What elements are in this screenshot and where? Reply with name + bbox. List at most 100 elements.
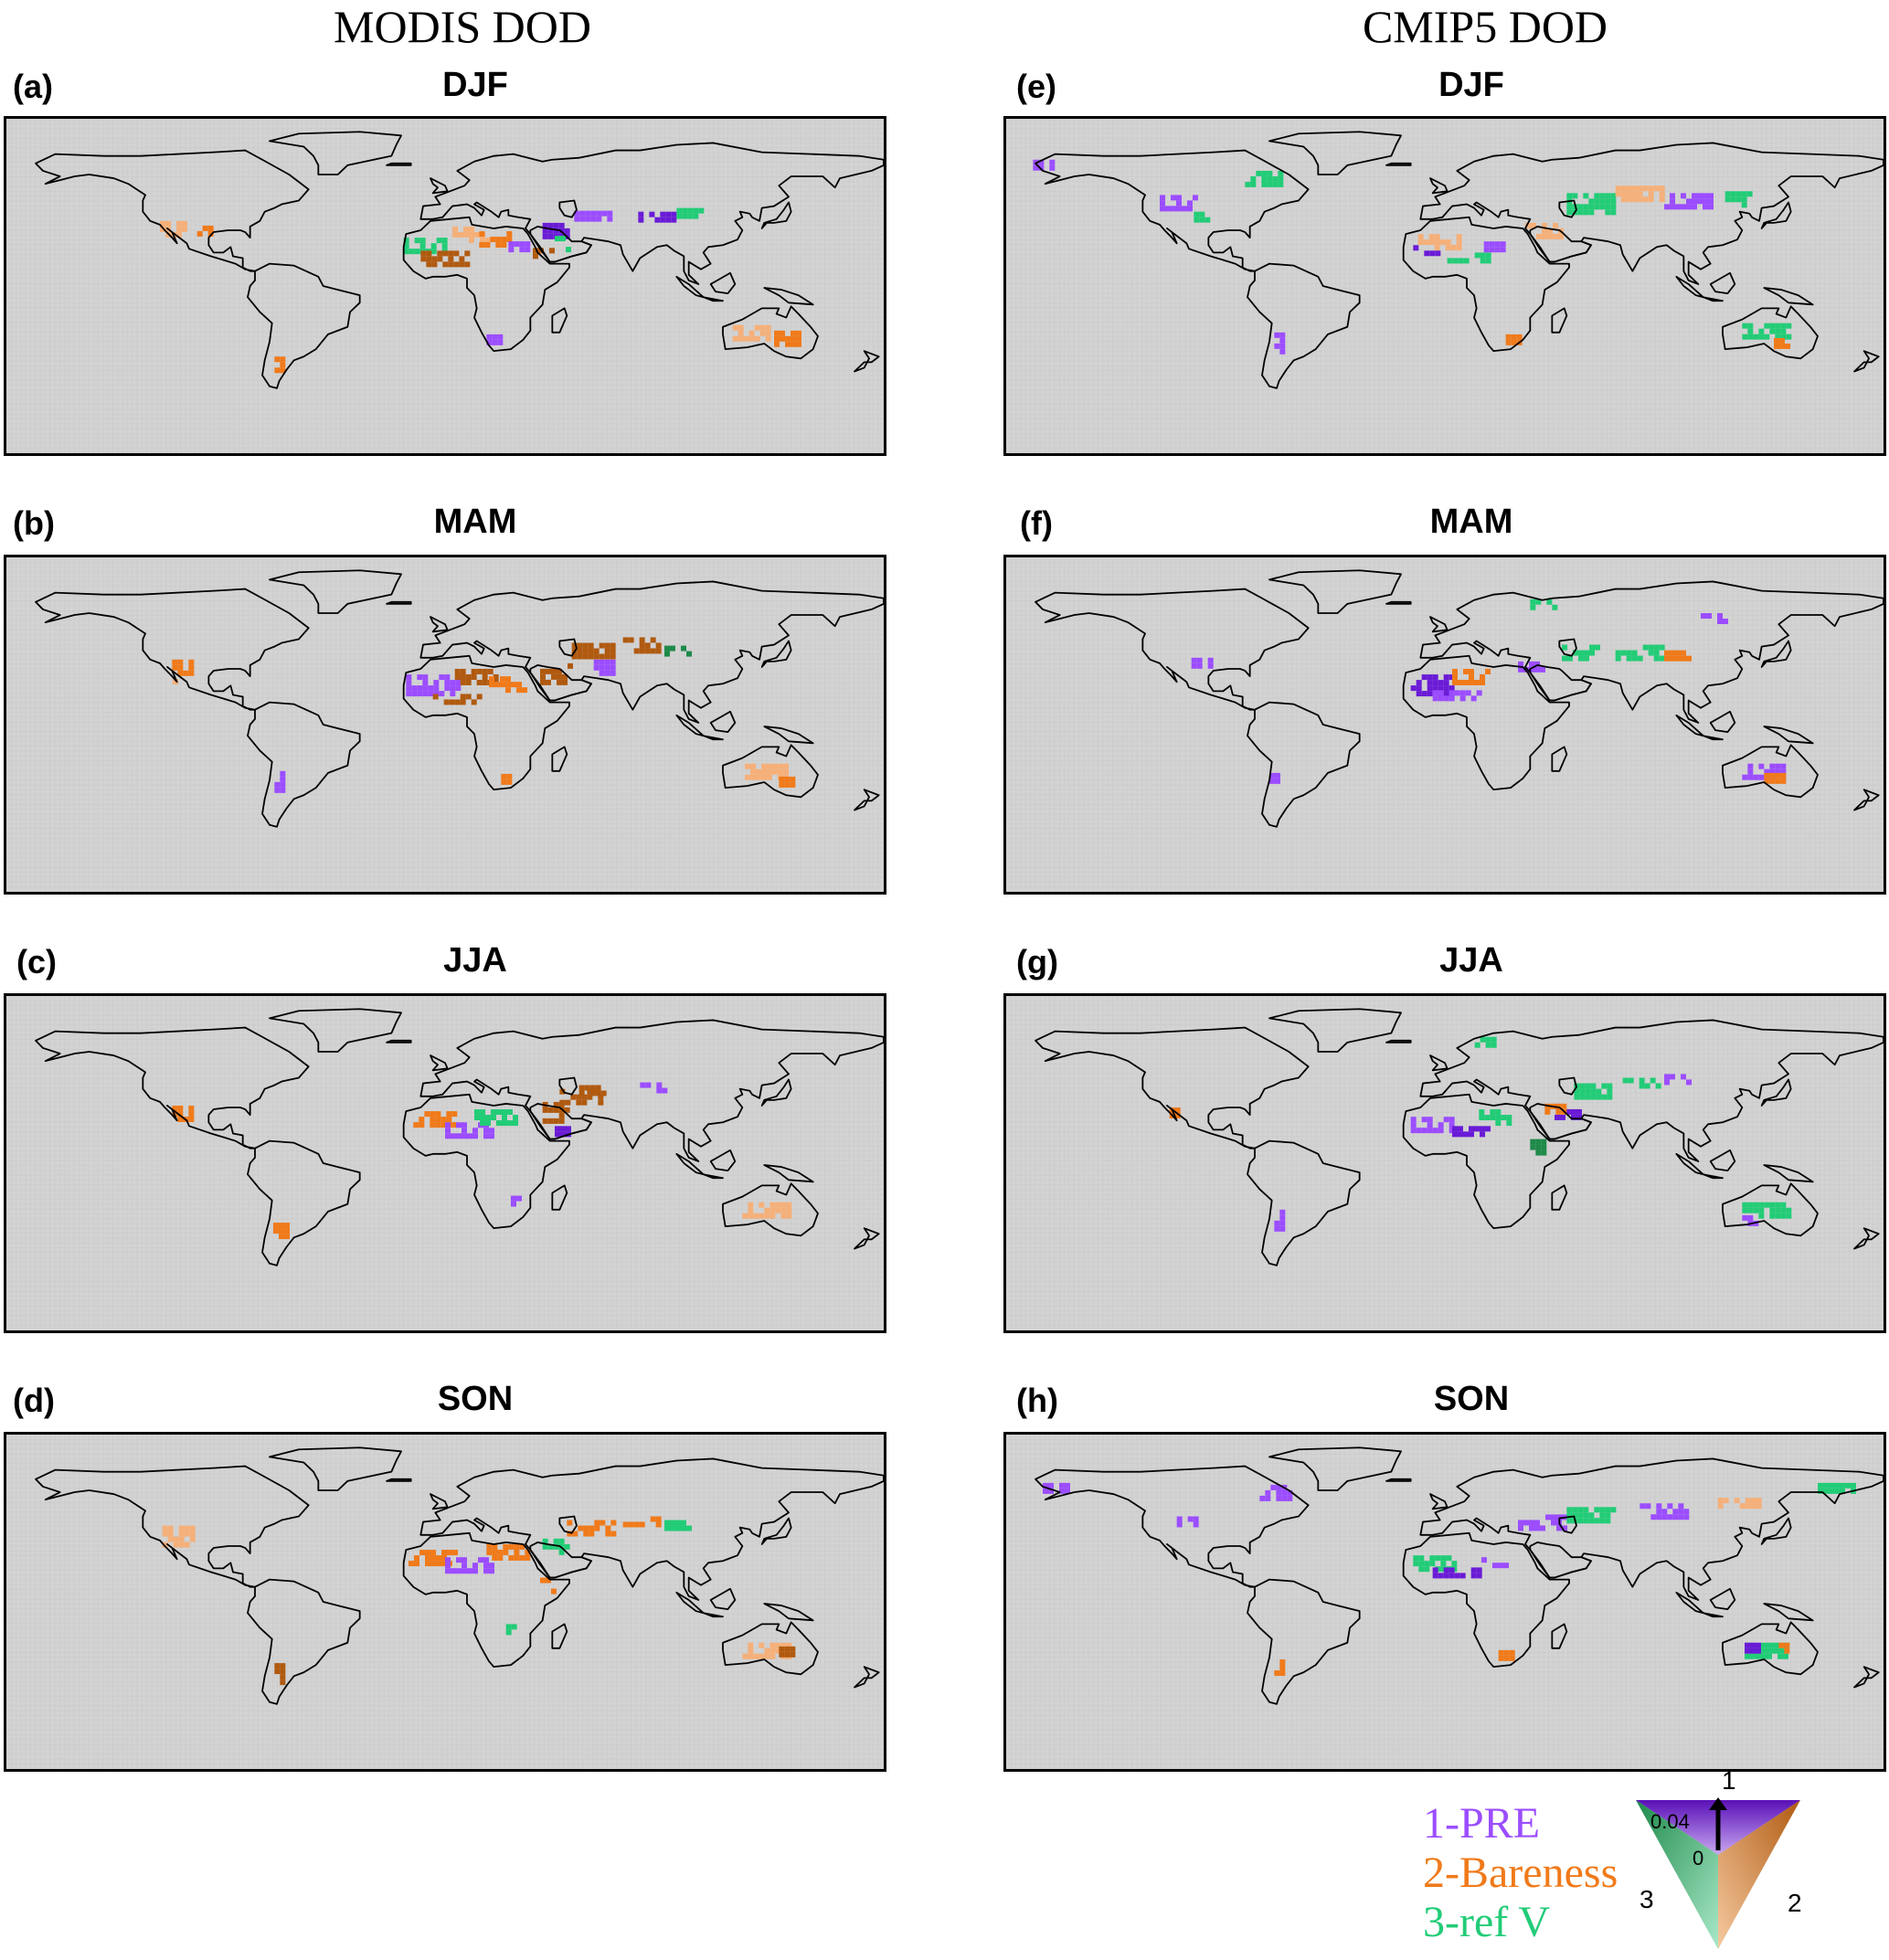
attribution-cell [1279, 348, 1286, 355]
attribution-cell [764, 1647, 770, 1654]
attribution-cell [487, 669, 493, 674]
attribution-cell [547, 228, 554, 234]
attribution-cell [1786, 323, 1792, 329]
panel-letter-f: (f) [1020, 504, 1053, 542]
attribution-cell [1272, 181, 1279, 187]
attribution-cell [748, 1653, 754, 1659]
attribution-cell [1620, 191, 1627, 197]
attribution-cell [1659, 655, 1665, 662]
attribution-cell [1059, 1488, 1065, 1494]
attribution-cell [472, 1133, 478, 1139]
attribution-cell [1775, 323, 1781, 329]
attribution-cell [430, 243, 437, 249]
attribution-cell [173, 1542, 179, 1548]
attribution-cell [576, 1099, 582, 1106]
attribution-cell [589, 1085, 596, 1091]
attribution-cell [1176, 200, 1182, 207]
attribution-cell [1458, 680, 1463, 685]
attribution-cell [1535, 599, 1542, 605]
attribution-cell [495, 237, 502, 243]
attribution-cell [1458, 1131, 1463, 1138]
attribution-cell [1775, 1207, 1781, 1213]
attribution-cell [671, 211, 677, 217]
attribution-cell [1432, 690, 1438, 696]
attribution-cell [774, 341, 780, 347]
attribution-cell [476, 680, 483, 685]
attribution-cell [598, 1094, 604, 1100]
attribution-cell [1692, 198, 1697, 205]
attribution-cell [1480, 1126, 1485, 1132]
map-background [6, 119, 884, 453]
attribution-cell [1506, 1120, 1512, 1127]
attribution-cell [1049, 164, 1056, 171]
attribution-cell [790, 781, 796, 788]
attribution-cell [1745, 1653, 1750, 1659]
attribution-cell [1610, 198, 1617, 205]
coastline-eurasia [1419, 142, 1884, 285]
attribution-cell [560, 1126, 566, 1132]
attribution-cell [1421, 1128, 1427, 1134]
attribution-cell [452, 231, 458, 238]
attribution-cell [501, 237, 507, 243]
attribution-cell [581, 1099, 588, 1106]
coastline-indonesia [675, 714, 705, 737]
attribution-cell [1207, 657, 1214, 663]
attribution-cell [1742, 323, 1748, 329]
attribution-cell [1764, 778, 1770, 784]
attribution-cell [1596, 1094, 1602, 1100]
attribution-cell [764, 1207, 770, 1213]
coastline-greenland [1268, 1008, 1402, 1053]
coastline-eurasia [419, 1457, 884, 1601]
attribution-cell [483, 1563, 489, 1569]
attribution-cell [497, 1549, 504, 1555]
coastline-gbritain [1429, 177, 1449, 195]
attribution-cell [748, 1647, 754, 1654]
attribution-cell [480, 1115, 485, 1121]
attribution-cell [519, 241, 525, 248]
attribution-cell [1256, 170, 1262, 176]
attribution-cell [446, 1111, 452, 1118]
attribution-cell [1427, 674, 1433, 681]
coastline-madagascar [551, 1184, 568, 1211]
attribution-cell [280, 356, 286, 363]
attribution-cell [1772, 1647, 1778, 1654]
attribution-cell [403, 243, 409, 249]
coastline-madagascar [1551, 1623, 1568, 1649]
attribution-cell [462, 1557, 467, 1563]
attribution-cell [1566, 193, 1573, 199]
attribution-cell [601, 210, 608, 217]
attribution-cell [1476, 690, 1482, 696]
attribution-cell [273, 1223, 279, 1229]
coastline-gbritain [430, 177, 449, 195]
attribution-cell [1675, 655, 1681, 662]
attribution-cell [1601, 1094, 1608, 1100]
attribution-cell [445, 1557, 451, 1563]
attribution-cell [1642, 196, 1649, 203]
attribution-cell [1735, 196, 1742, 203]
attribution-cell [1576, 1108, 1582, 1115]
attribution-cell [460, 669, 466, 674]
attribution-cell [1449, 690, 1455, 696]
attribution-cell [1761, 1647, 1767, 1654]
attribution-cell [1498, 1655, 1504, 1661]
attribution-cell [1043, 1488, 1048, 1494]
attribution-cell [1530, 599, 1536, 605]
attribution-cell [599, 653, 605, 660]
attribution-cell [492, 1554, 498, 1561]
attribution-cell [748, 330, 755, 336]
attribution-cell [1783, 1653, 1788, 1659]
attribution-cell [1661, 1514, 1668, 1520]
attribution-cell [1758, 774, 1765, 780]
attribution-cell [1560, 1114, 1565, 1120]
attribution-cell [698, 207, 705, 214]
attribution-cell [482, 674, 488, 680]
coastline-borneo [1709, 1587, 1736, 1611]
attribution-cell [547, 233, 554, 239]
attribution-cell [1417, 234, 1424, 240]
coastline-arabia [529, 1542, 592, 1579]
attribution-cell [1741, 191, 1747, 197]
attribution-cell [574, 216, 580, 222]
coastline-africa [1402, 654, 1570, 791]
attribution-cell [1659, 644, 1665, 651]
attribution-cell [756, 768, 761, 775]
